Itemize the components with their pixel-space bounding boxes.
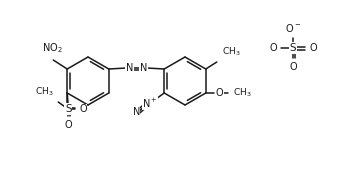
Text: N: N <box>126 63 133 73</box>
Text: N$^+$: N$^+$ <box>142 96 158 109</box>
Text: N: N <box>132 107 140 117</box>
Text: O: O <box>79 104 87 114</box>
Text: S: S <box>290 43 296 53</box>
Text: CH$_3$: CH$_3$ <box>222 46 240 58</box>
Text: NO$_2$: NO$_2$ <box>42 41 63 55</box>
Text: O: O <box>289 62 297 72</box>
Text: O: O <box>269 43 277 53</box>
Text: CH$_3$: CH$_3$ <box>233 87 251 99</box>
Text: CH$_3$: CH$_3$ <box>34 85 53 98</box>
Text: O$^-$: O$^-$ <box>285 22 301 34</box>
Text: N: N <box>140 63 147 73</box>
Text: O: O <box>216 88 223 98</box>
Text: S: S <box>65 104 72 114</box>
Text: O: O <box>65 120 72 130</box>
Text: O: O <box>309 43 317 53</box>
